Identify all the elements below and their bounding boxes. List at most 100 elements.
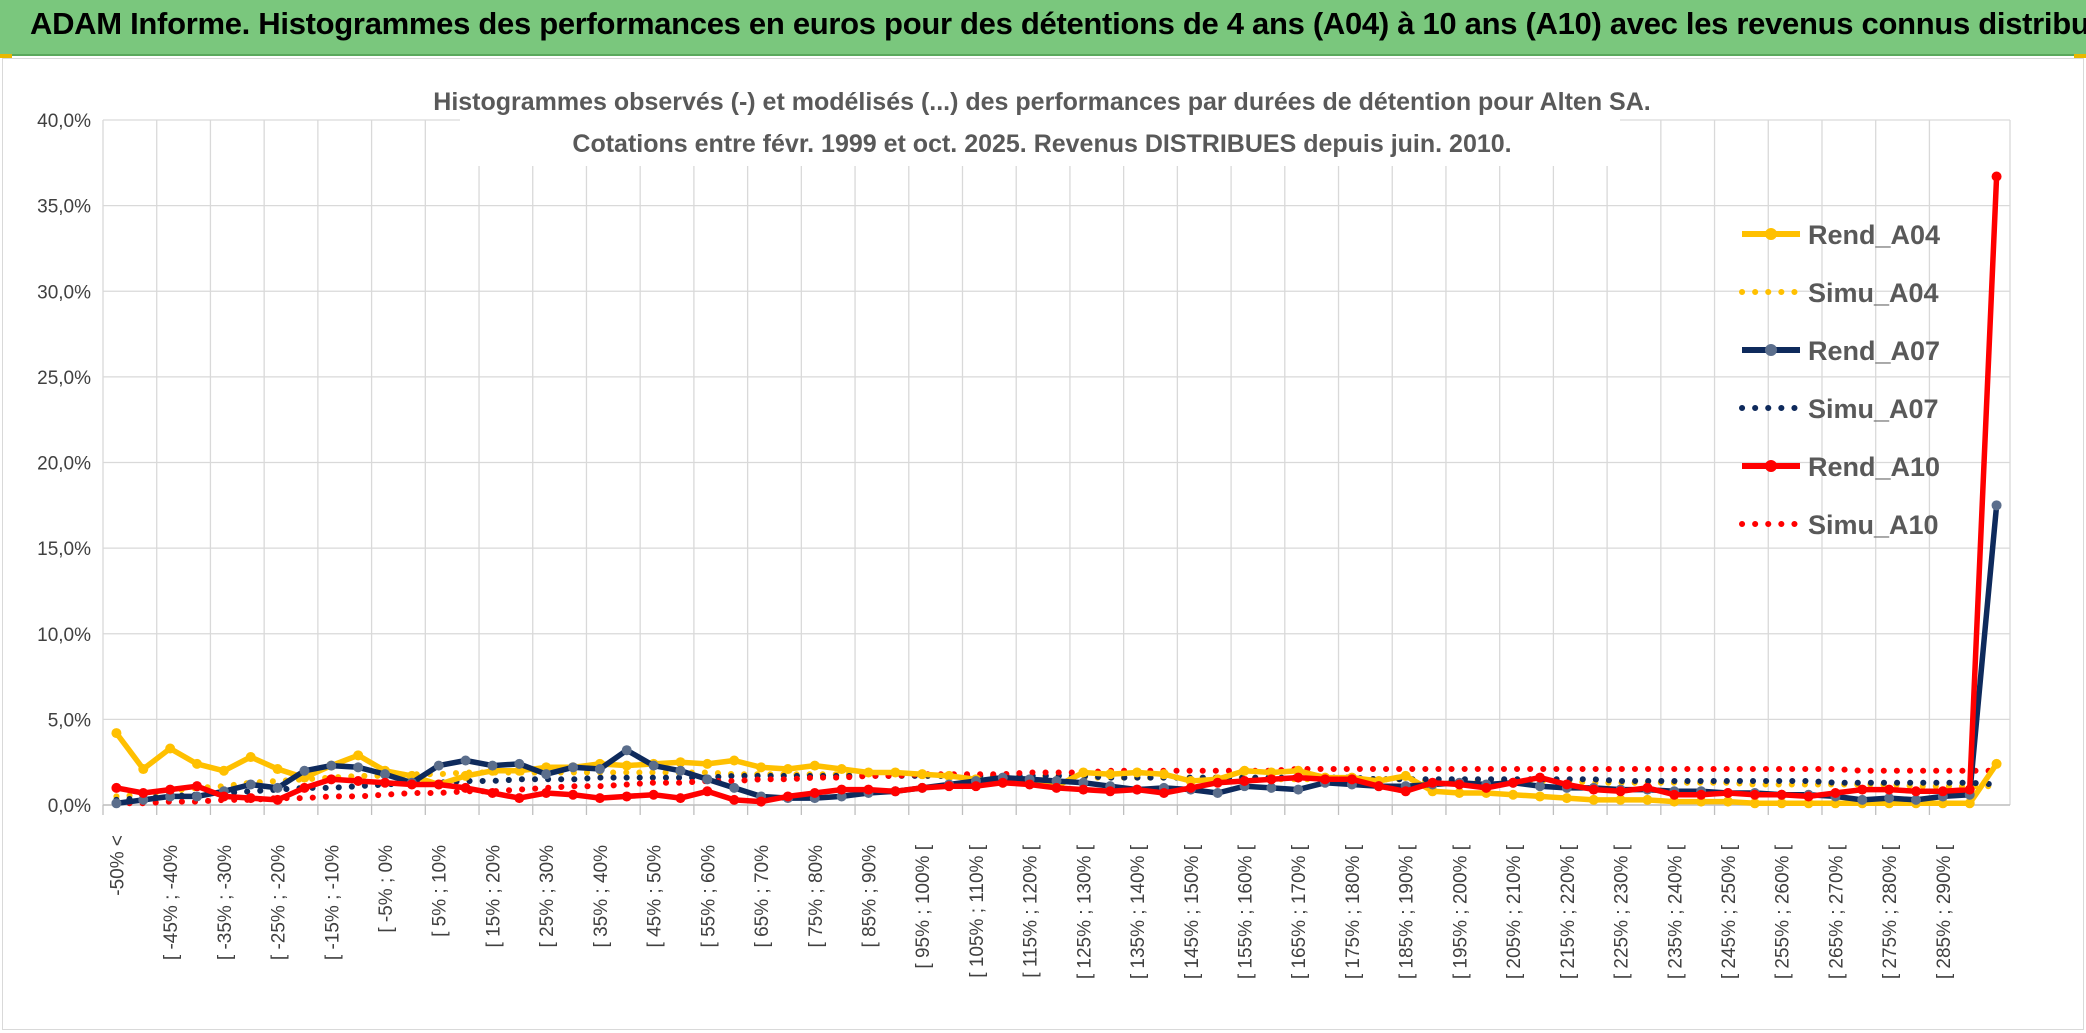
data-point bbox=[1857, 784, 1868, 795]
legend-entry-simu_a07: Simu_A07 bbox=[1739, 394, 1939, 424]
data-point bbox=[1561, 779, 1572, 790]
x-tick-label: [ 215% ; 220% [ bbox=[1558, 844, 1579, 979]
data-point bbox=[218, 791, 229, 802]
x-tick-label: [ 235% ; 240% [ bbox=[1665, 844, 1686, 979]
x-tick-label: [ 225% ; 230% [ bbox=[1612, 844, 1633, 979]
legend-label: Rend_A07 bbox=[1808, 336, 1940, 366]
header-banner: ADAM Informe. Histogrammes des performan… bbox=[0, 0, 2086, 56]
data-point bbox=[460, 770, 471, 781]
x-tick-label: [ 275% ; 280% [ bbox=[1880, 844, 1901, 979]
data-point bbox=[1776, 798, 1787, 809]
data-point bbox=[1534, 791, 1545, 802]
data-point bbox=[1588, 794, 1599, 805]
legend-entry-simu_a04: Simu_A04 bbox=[1739, 278, 1939, 308]
data-point bbox=[1024, 779, 1035, 790]
data-point bbox=[1132, 784, 1143, 795]
data-point bbox=[836, 791, 847, 802]
data-point bbox=[1266, 782, 1277, 793]
data-point bbox=[487, 760, 498, 771]
data-point bbox=[890, 786, 901, 797]
data-point bbox=[621, 791, 632, 802]
x-tick-label: [ 95% ; 100% [ bbox=[913, 844, 934, 968]
data-point bbox=[1078, 777, 1089, 788]
data-point bbox=[353, 776, 364, 787]
data-point bbox=[1991, 758, 2002, 769]
data-point bbox=[433, 779, 444, 790]
data-point bbox=[1132, 767, 1143, 778]
y-tick-label: 25,0% bbox=[37, 368, 91, 389]
data-point bbox=[165, 784, 176, 795]
legend-marker bbox=[1765, 228, 1777, 240]
chart-grid bbox=[102, 119, 2011, 815]
x-tick-label: [ 45% ; 50% bbox=[645, 845, 666, 948]
x-tick-label: [ -45% ; -40% bbox=[161, 845, 182, 960]
series-simu_a10 bbox=[113, 766, 2000, 807]
chart-series bbox=[111, 171, 2002, 809]
data-point bbox=[541, 762, 552, 773]
data-point bbox=[326, 760, 337, 771]
series-rend_a10 bbox=[111, 171, 2002, 807]
x-tick-label: [ 135% ; 140% [ bbox=[1128, 844, 1149, 979]
data-point bbox=[1722, 788, 1733, 799]
data-point bbox=[675, 765, 686, 776]
data-point bbox=[299, 765, 310, 776]
data-point bbox=[997, 777, 1008, 788]
data-point bbox=[1051, 782, 1062, 793]
data-point bbox=[1669, 796, 1680, 807]
x-tick-label: [ 205% ; 210% [ bbox=[1504, 844, 1525, 979]
chart-subtitle: Cotations entre févr. 1999 et oct. 2025.… bbox=[572, 130, 1511, 158]
chart-frame bbox=[2, 58, 2084, 1030]
data-point bbox=[729, 782, 740, 793]
data-point bbox=[1454, 779, 1465, 790]
data-point bbox=[917, 769, 928, 780]
data-point bbox=[406, 779, 417, 790]
data-point bbox=[1722, 796, 1733, 807]
x-tick-label: [ 85% ; 90% bbox=[859, 845, 880, 948]
data-point bbox=[245, 779, 256, 790]
data-point bbox=[1696, 796, 1707, 807]
data-point bbox=[1481, 782, 1492, 793]
data-point bbox=[1212, 777, 1223, 788]
data-point bbox=[1508, 777, 1519, 788]
data-point bbox=[809, 788, 820, 799]
x-tick-label: [ 55% ; 60% bbox=[698, 845, 719, 948]
y-tick-label: 20,0% bbox=[37, 454, 91, 475]
data-point bbox=[1346, 774, 1357, 785]
data-point bbox=[380, 769, 391, 780]
x-tick-label: [ 175% ; 180% [ bbox=[1343, 844, 1364, 979]
data-point bbox=[353, 762, 364, 773]
x-tick-label: [ 5% ; 10% bbox=[430, 845, 451, 937]
legend-entry-rend_a04: Rend_A04 bbox=[1742, 220, 1940, 250]
chart-titles: Histogrammes observés (-) et modélisés (… bbox=[433, 80, 1651, 166]
x-tick-label: [ 125% ; 130% [ bbox=[1074, 844, 1095, 979]
data-point bbox=[917, 782, 928, 793]
x-tick-label: [ 15% ; 20% bbox=[483, 845, 504, 948]
x-tick-label: [ 195% ; 200% [ bbox=[1450, 844, 1471, 979]
data-point bbox=[1615, 794, 1626, 805]
x-tick-label: [ 255% ; 260% [ bbox=[1773, 844, 1794, 979]
data-point bbox=[1884, 784, 1895, 795]
y-tick-label: 5,0% bbox=[48, 710, 91, 731]
data-point bbox=[1830, 798, 1841, 809]
data-point bbox=[192, 781, 203, 792]
data-point bbox=[782, 764, 793, 775]
data-point bbox=[809, 760, 820, 771]
data-point bbox=[675, 793, 686, 804]
data-point bbox=[1910, 794, 1921, 805]
x-tick-label: [ 75% ; 80% bbox=[806, 845, 827, 948]
data-point bbox=[1266, 767, 1277, 778]
data-point bbox=[111, 728, 122, 739]
data-point bbox=[594, 793, 605, 804]
data-point bbox=[1427, 777, 1438, 788]
y-tick-label: 30,0% bbox=[37, 282, 91, 303]
data-point bbox=[138, 794, 149, 805]
title-background bbox=[460, 80, 1620, 166]
legend-label: Rend_A04 bbox=[1808, 220, 1940, 250]
data-point bbox=[1293, 784, 1304, 795]
data-point bbox=[702, 786, 713, 797]
data-point bbox=[111, 782, 122, 793]
data-point bbox=[1239, 765, 1250, 776]
data-point bbox=[1400, 770, 1411, 781]
y-tick-label: 0,0% bbox=[48, 796, 91, 817]
data-point bbox=[756, 762, 767, 773]
